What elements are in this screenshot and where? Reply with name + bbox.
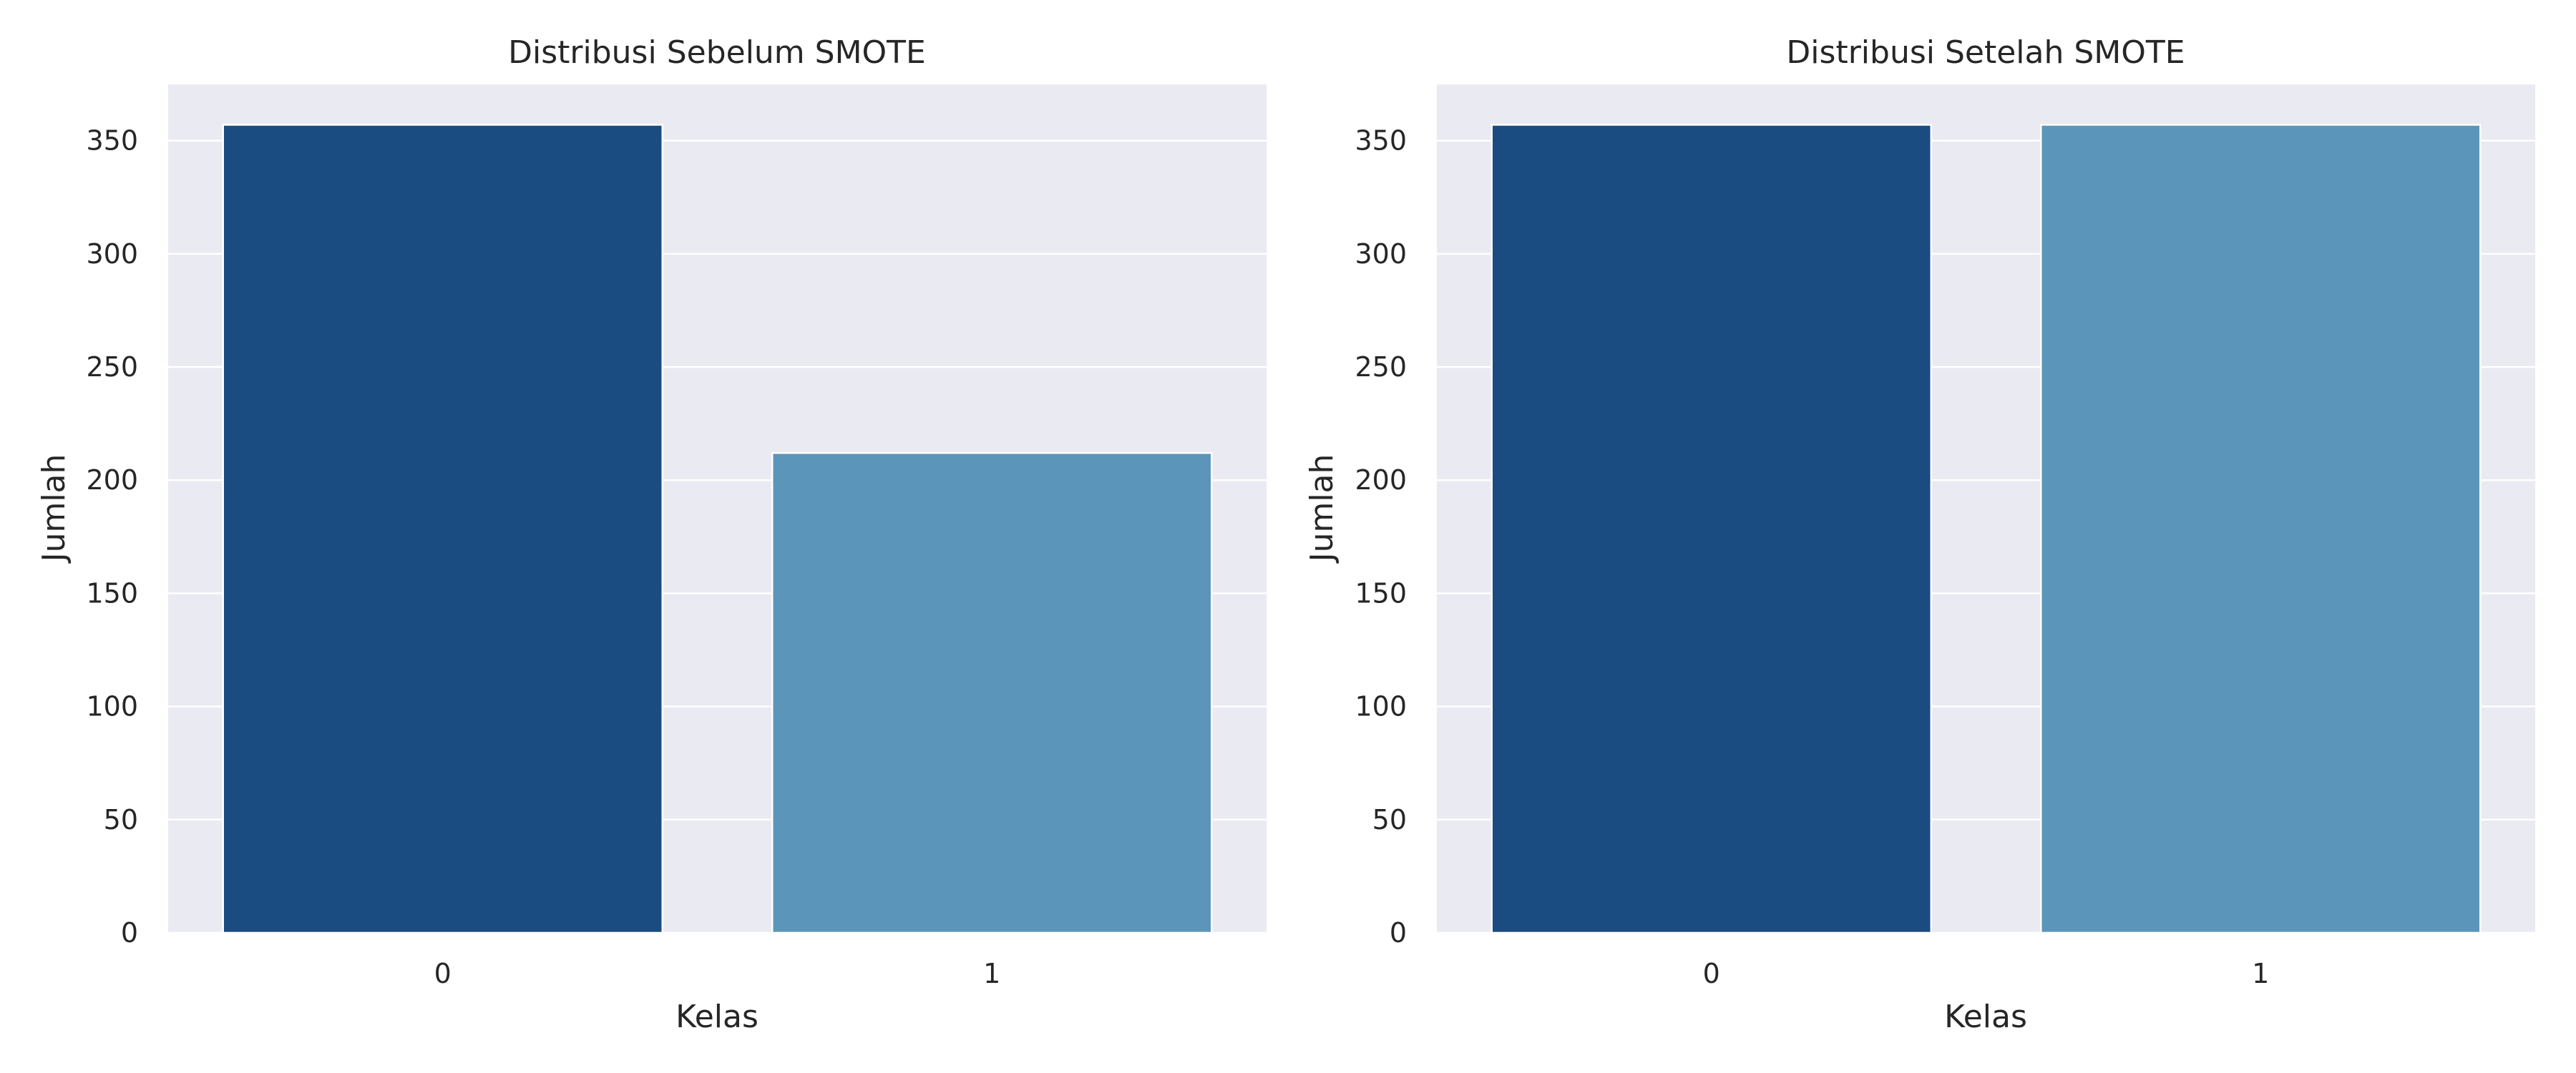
y-tick-label: 150 (86, 577, 138, 609)
x-tick-label: 1 (2252, 958, 2269, 989)
chart-title: Distribusi Setelah SMOTE (1786, 34, 2185, 71)
y-tick-label: 50 (1372, 804, 1407, 836)
y-tick-label: 250 (1355, 351, 1407, 383)
bar-0 (1491, 124, 1932, 934)
y-tick-label: 100 (1355, 691, 1407, 722)
y-tick-labels: 0 50 100 150 200 250 300 350 (1355, 125, 1407, 949)
bar-1 (2040, 124, 2482, 934)
x-axis-label: Kelas (675, 999, 758, 1035)
y-tick-label: 300 (86, 238, 138, 270)
bar-1 (771, 451, 1213, 934)
y-axis-label: Jumlah (36, 454, 72, 564)
y-tick-label: 150 (1355, 577, 1407, 609)
y-tick-label: 200 (86, 464, 138, 496)
y-tick-label: 100 (86, 691, 138, 722)
bars (222, 124, 1213, 934)
y-tick-label: 0 (121, 917, 138, 949)
y-axis-label: Jumlah (1304, 454, 1340, 564)
y-tick-label: 50 (104, 804, 138, 836)
chart-title: Distribusi Sebelum SMOTE (508, 34, 926, 71)
bar-0 (222, 124, 663, 934)
y-tick-label: 250 (86, 351, 138, 383)
y-tick-labels: 0 50 100 150 200 250 300 350 (86, 125, 138, 949)
y-tick-label: 0 (1390, 917, 1407, 949)
y-tick-label: 350 (86, 125, 138, 157)
x-tick-label: 1 (983, 958, 1000, 989)
x-tick-label: 0 (1703, 958, 1720, 989)
bars (1491, 124, 2482, 934)
x-axis-label: Kelas (1944, 999, 2027, 1035)
y-tick-label: 350 (1355, 125, 1407, 157)
y-tick-label: 300 (1355, 238, 1407, 270)
y-tick-label: 200 (1355, 464, 1407, 496)
x-tick-label: 0 (434, 958, 452, 989)
